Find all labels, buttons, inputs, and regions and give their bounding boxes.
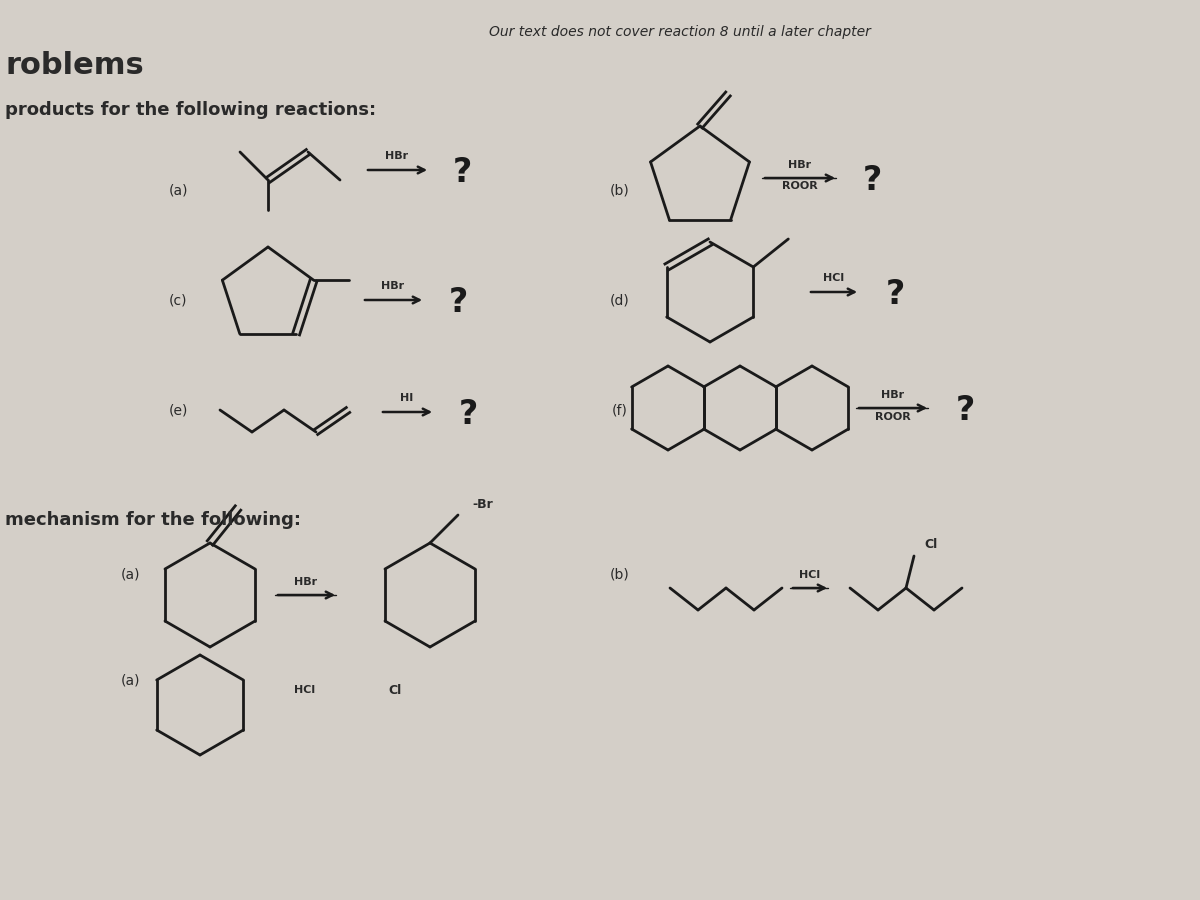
Text: mechanism for the following:: mechanism for the following: <box>5 511 301 529</box>
Text: Cl: Cl <box>924 537 937 551</box>
Text: HBr: HBr <box>385 151 408 161</box>
Text: ROOR: ROOR <box>875 412 911 422</box>
Text: roblems: roblems <box>5 50 144 79</box>
Text: (d): (d) <box>610 293 630 307</box>
Text: ?: ? <box>886 277 905 310</box>
Text: ROOR: ROOR <box>782 181 818 191</box>
Text: HBr: HBr <box>382 281 404 291</box>
Text: Cl: Cl <box>389 683 402 697</box>
Text: HCl: HCl <box>823 273 845 283</box>
Text: HBr: HBr <box>788 160 811 170</box>
Text: ?: ? <box>452 156 472 188</box>
Text: (f): (f) <box>612 403 628 417</box>
Text: HBr: HBr <box>882 390 905 400</box>
Text: -Br: -Br <box>472 499 493 511</box>
Text: HCl: HCl <box>294 685 316 695</box>
Text: ?: ? <box>458 398 478 430</box>
Text: (a): (a) <box>168 183 187 197</box>
Text: (c): (c) <box>169 293 187 307</box>
Text: (b): (b) <box>610 183 630 197</box>
Text: ?: ? <box>449 285 468 319</box>
Text: products for the following reactions:: products for the following reactions: <box>5 101 376 119</box>
Text: ?: ? <box>955 393 974 427</box>
Text: HBr: HBr <box>294 577 318 587</box>
Text: (b): (b) <box>610 568 630 582</box>
Text: (a): (a) <box>120 568 139 582</box>
Text: ?: ? <box>863 164 882 196</box>
Text: Our text does not cover reaction 8 until a later chapter: Our text does not cover reaction 8 until… <box>490 25 871 39</box>
Text: HI: HI <box>401 393 414 403</box>
Text: (a): (a) <box>120 673 139 687</box>
Text: (e): (e) <box>168 403 187 417</box>
Text: HCl: HCl <box>799 570 821 580</box>
